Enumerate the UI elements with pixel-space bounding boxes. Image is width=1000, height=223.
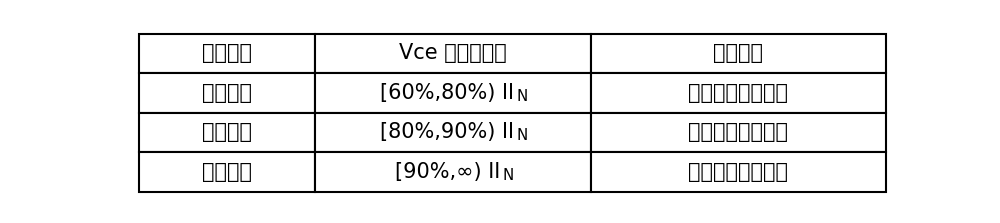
Bar — [315, 113, 591, 152]
Bar — [591, 34, 886, 73]
Text: 三级过流告警信号: 三级过流告警信号 — [688, 162, 788, 182]
Bar — [139, 152, 315, 192]
Text: 三级故障: 三级故障 — [202, 162, 252, 182]
Bar — [139, 73, 315, 113]
Text: [80%,90%) II: [80%,90%) II — [380, 122, 514, 142]
Bar — [591, 113, 886, 152]
Text: N: N — [517, 89, 528, 103]
Text: 报警信号: 报警信号 — [713, 43, 763, 63]
Text: [90%,∞) II: [90%,∞) II — [395, 162, 500, 182]
Text: N: N — [517, 128, 528, 143]
Bar — [139, 113, 315, 152]
Text: 二级故障: 二级故障 — [202, 122, 252, 142]
Bar — [315, 34, 591, 73]
Text: 一级故障: 一级故障 — [202, 83, 252, 103]
Text: 一级过流告警信号: 一级过流告警信号 — [688, 83, 788, 103]
Text: 二级过流告警信号: 二级过流告警信号 — [688, 122, 788, 142]
Bar — [591, 152, 886, 192]
Text: N: N — [502, 167, 514, 182]
Text: [60%,80%) II: [60%,80%) II — [380, 83, 514, 103]
Bar — [315, 73, 591, 113]
Bar — [315, 152, 591, 192]
Bar — [591, 73, 886, 113]
Text: 故障级别: 故障级别 — [202, 43, 252, 63]
Text: Vce 的故障区间: Vce 的故障区间 — [399, 43, 507, 63]
Bar — [139, 34, 315, 73]
